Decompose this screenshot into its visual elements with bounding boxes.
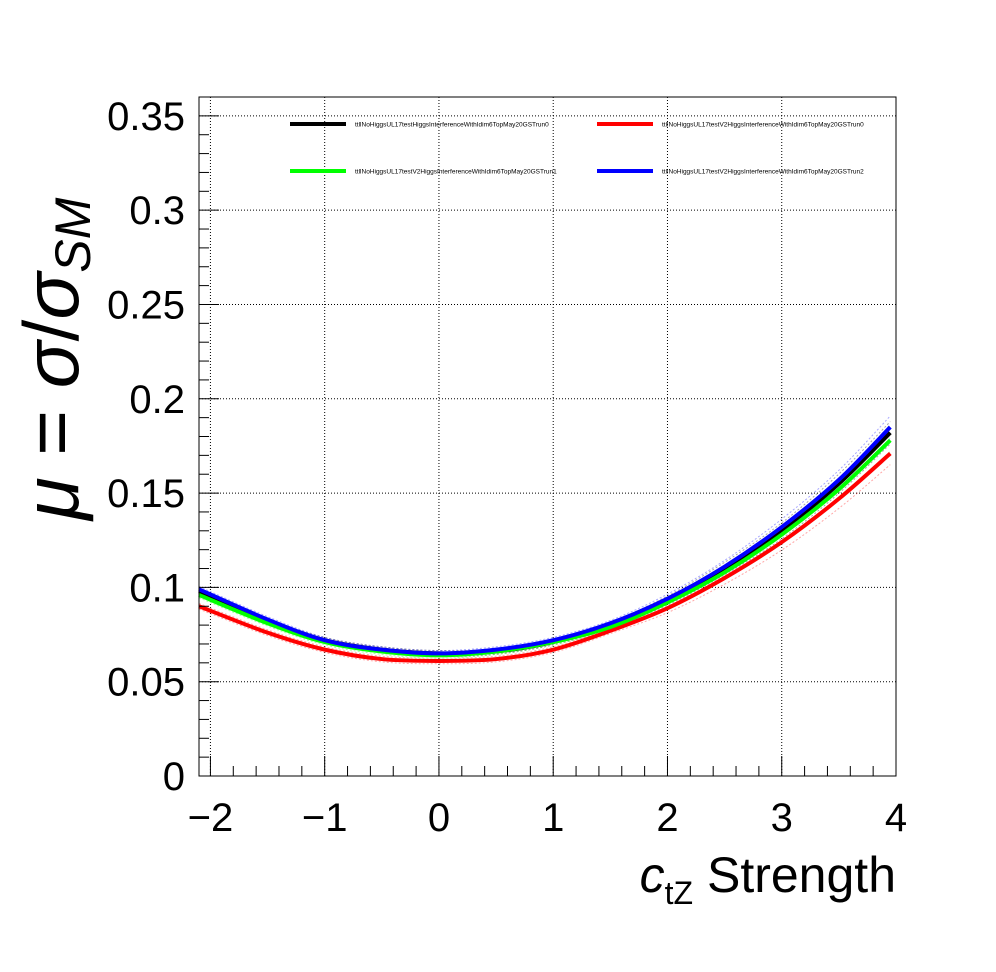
x-tick-label: 4: [885, 796, 907, 840]
y-tick-label: 0.05: [107, 661, 185, 705]
y-axis-equals: =: [7, 388, 95, 477]
y-tick-label: 0.2: [129, 378, 185, 422]
y-tick-label: 0.25: [107, 283, 185, 327]
y-axis-mu: μ: [7, 477, 95, 522]
x-axis-title: ctZ Strength: [640, 847, 896, 911]
legend-label: ttllNoHiggsUL17testV2HiggsInterferenceWi…: [355, 169, 557, 176]
x-tick-label: −2: [188, 796, 234, 840]
x-tick-label: −1: [302, 796, 348, 840]
y-axis-slash: /: [7, 319, 95, 341]
y-tick-label: 0.1: [129, 566, 185, 610]
series-line: [198, 425, 892, 656]
y-axis-sigma: σ: [7, 338, 95, 388]
x-axis-ticks: −2 −1 0 1 2 3 4: [188, 756, 907, 840]
grid: [199, 97, 896, 776]
y-axis-title: μ = σ/σSM: [7, 197, 101, 522]
y-tick-label: 0: [163, 755, 185, 799]
x-tick-label: 2: [656, 796, 678, 840]
uncertainty-lower: [198, 464, 891, 665]
y-tick-label: 0.35: [107, 95, 185, 139]
legend-label: ttllNoHiggsUL17testV2HiggsInterferenceWi…: [662, 169, 864, 176]
x-tick-label: 0: [428, 796, 450, 840]
series-lines: [198, 425, 892, 663]
y-axis-ticks: 0 0.05 0.1 0.15 0.2 0.25 0.3 0.35: [107, 95, 219, 799]
x-axis-subscript: tZ: [665, 875, 693, 911]
y-axis-subscript: SM: [45, 197, 101, 272]
uncertainty-lower: [198, 451, 891, 659]
x-tick-label: 1: [542, 796, 564, 840]
uncertainty-lower: [198, 443, 891, 657]
x-axis-symbol: c: [640, 847, 665, 903]
y-tick-label: 0.3: [129, 189, 185, 233]
legend-label: ttllNoHiggsUL17testHiggsInterferenceWith…: [355, 122, 549, 129]
x-axis-label-rest: Strength: [693, 847, 896, 903]
legend-label: ttllNoHiggsUL17testV2HiggsInterferenceWi…: [662, 122, 864, 129]
legend: ttllNoHiggsUL17testHiggsInterferenceWith…: [290, 122, 864, 176]
y-tick-label: 0.15: [107, 472, 185, 516]
y-axis-sigma-sm: σ: [7, 270, 95, 320]
uncertainty-upper: [198, 415, 891, 652]
x-tick-label: 3: [771, 796, 793, 840]
series-line: [198, 451, 892, 663]
